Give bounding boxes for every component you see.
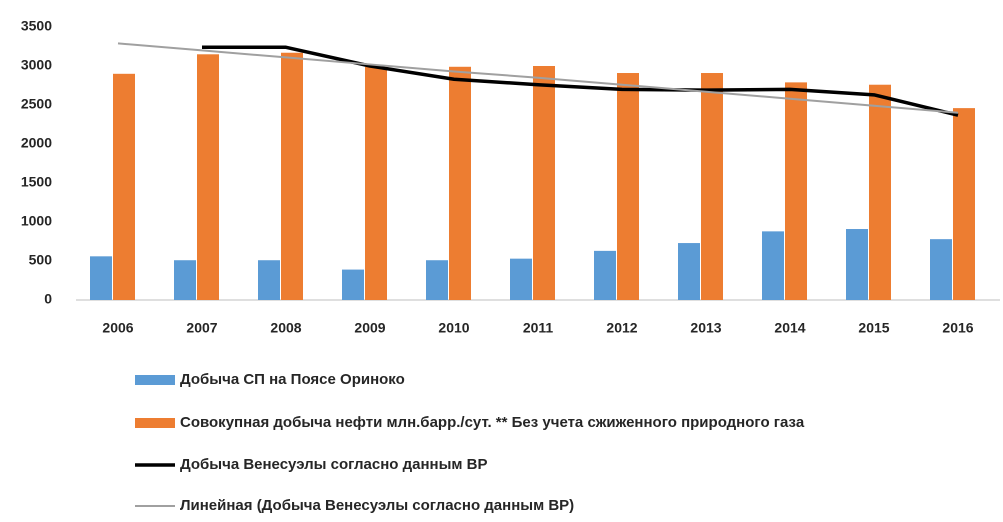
x-tick-label: 2015 xyxy=(858,320,889,336)
y-tick-label: 0 xyxy=(44,291,52,307)
x-tick-label: 2013 xyxy=(690,320,721,336)
y-tick-label: 2500 xyxy=(21,96,52,112)
x-tick-label: 2006 xyxy=(102,320,133,336)
bar xyxy=(869,84,891,300)
bar xyxy=(617,73,639,301)
legend-swatch xyxy=(135,375,175,385)
bar xyxy=(953,108,975,301)
bar xyxy=(678,243,700,300)
x-tick-label: 2012 xyxy=(606,320,637,336)
x-tick-label: 2007 xyxy=(186,320,217,336)
bar xyxy=(365,66,387,300)
bar xyxy=(846,229,868,300)
y-tick-label: 3500 xyxy=(21,18,52,34)
legend-label: Линейная (Добыча Венесуэлы согласно данн… xyxy=(180,497,574,514)
y-tick-label: 3000 xyxy=(21,57,52,73)
x-tick-label: 2008 xyxy=(270,320,301,336)
bar xyxy=(342,269,364,300)
x-tick-label: 2016 xyxy=(942,320,973,336)
bar xyxy=(113,73,135,300)
bar xyxy=(930,239,952,300)
y-tick-label: 500 xyxy=(29,252,53,268)
x-tick-label: 2011 xyxy=(523,320,554,336)
legend-label: Добыча Венесуэлы согласно данным BP xyxy=(180,456,488,473)
bar xyxy=(258,260,280,300)
bar xyxy=(533,66,555,300)
bar xyxy=(510,258,532,300)
line xyxy=(117,42,959,114)
y-tick-label: 1500 xyxy=(21,174,52,190)
bar xyxy=(197,54,219,300)
bar xyxy=(594,250,616,300)
bar xyxy=(762,231,784,300)
bar xyxy=(281,52,303,300)
bar xyxy=(785,82,807,300)
x-tick-label: 2010 xyxy=(438,320,469,336)
y-tick-label: 1000 xyxy=(21,213,52,229)
bar xyxy=(449,66,471,300)
bar xyxy=(426,260,448,300)
line xyxy=(202,45,959,117)
legend-label: Совокупная добыча нефти млн.барр./сут. *… xyxy=(180,414,805,431)
x-tick-label: 2009 xyxy=(354,320,385,336)
bar xyxy=(174,260,196,300)
legend-label: Добыча СП на Поясе Ориноко xyxy=(180,371,405,388)
y-tick-label: 2000 xyxy=(21,135,52,151)
bar xyxy=(90,256,112,300)
legend-swatch xyxy=(135,418,175,428)
x-tick-label: 2014 xyxy=(774,320,805,336)
bar xyxy=(701,73,723,301)
